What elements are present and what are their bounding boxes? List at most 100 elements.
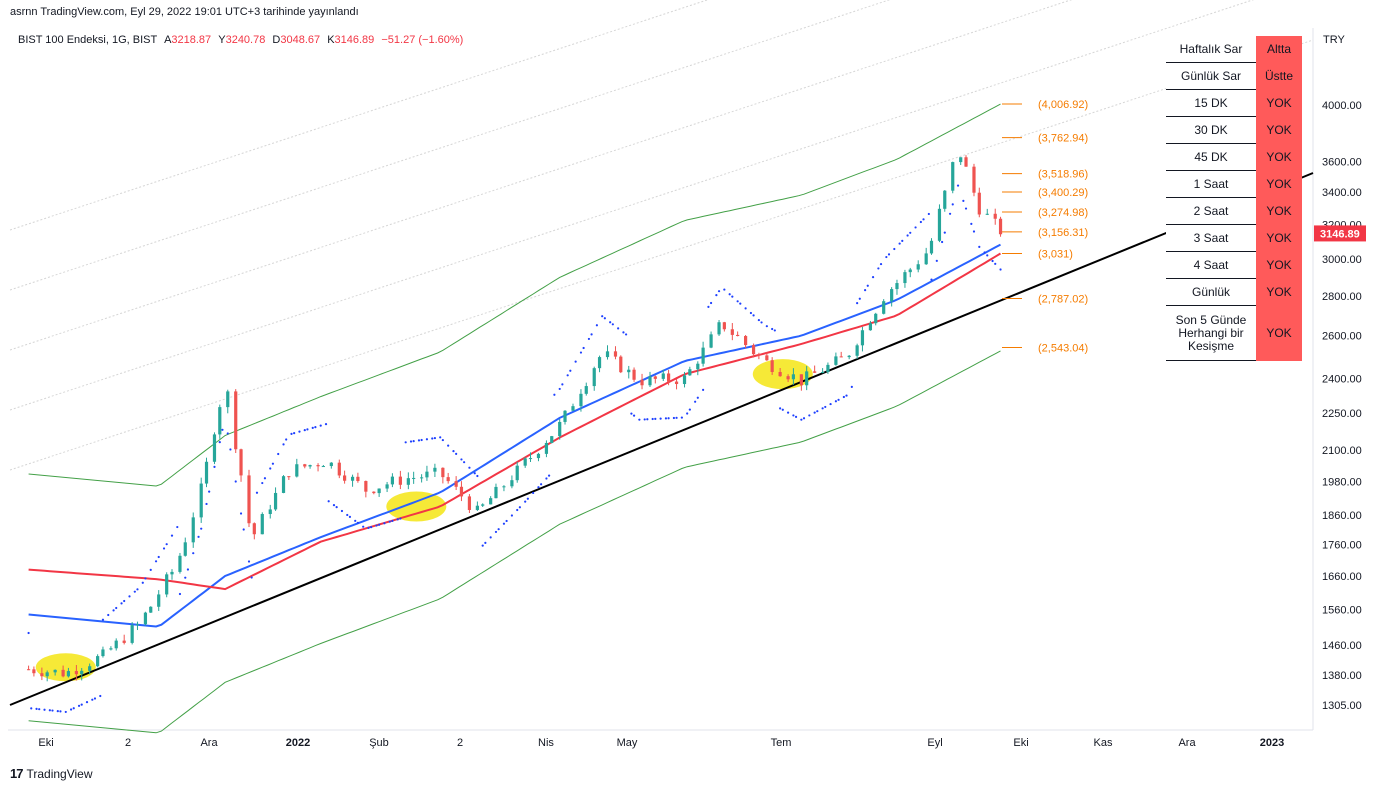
change-value: −51.27 (−1.60%) (381, 34, 464, 46)
x-tick-label: 2023 (1260, 737, 1284, 749)
sar-dot (898, 242, 901, 245)
candle-body (682, 375, 687, 385)
sar-dot (986, 254, 989, 257)
candle-body (143, 612, 148, 625)
sar-dot (829, 402, 832, 406)
candle-body (489, 498, 493, 505)
sar-dot (994, 262, 997, 265)
sar-dot (752, 314, 755, 317)
candle-body (350, 476, 355, 481)
candle-body (329, 462, 333, 467)
high-label: Y (218, 34, 226, 46)
candle-body (295, 464, 299, 477)
high-value: 3240.78 (225, 34, 266, 46)
sar-dot (404, 441, 407, 444)
candle-body (592, 368, 596, 387)
y-tick-label: 1660.00 (1322, 571, 1362, 583)
signal-value: YOK (1256, 305, 1302, 361)
sar-dot (638, 418, 641, 421)
sar-dot (452, 450, 455, 453)
candle-body (550, 436, 554, 443)
sar-dot (646, 418, 649, 421)
tradingview-logo[interactable]: 17 TradingView (10, 766, 93, 781)
candle-body (528, 458, 533, 460)
x-tick-label: May (617, 737, 638, 749)
candle-body (204, 461, 209, 484)
sar-dot (476, 474, 479, 478)
sar-dot (261, 481, 264, 485)
candle-body (74, 671, 78, 675)
y-tick-label: 2100.00 (1322, 445, 1362, 457)
x-tick-label: Eki (38, 737, 53, 749)
candle-body (406, 478, 410, 485)
sar-dot (717, 290, 721, 293)
sar-dot (707, 305, 710, 309)
symbol-name[interactable]: BIST 100 Endeksi, 1G, BIST (18, 34, 157, 46)
sar-dot (781, 408, 784, 411)
sar-dot (731, 295, 734, 298)
sar-dot (611, 323, 614, 326)
sar-dot (378, 523, 381, 526)
candle-body (441, 467, 445, 478)
sar-dot (178, 592, 182, 596)
sar-dot (837, 398, 840, 401)
candle-body (321, 466, 325, 468)
sar-dot (293, 432, 296, 435)
sar-dot (802, 417, 806, 420)
candle-body (929, 240, 934, 254)
sar-dot (354, 519, 357, 522)
sar-dot (622, 331, 625, 334)
x-tick-label: Nis (538, 737, 554, 749)
y-tick-label: 2800.00 (1322, 291, 1362, 303)
candle-body (96, 656, 100, 667)
signal-value: YOK (1256, 170, 1302, 198)
candle-body (281, 476, 286, 493)
sar-dot (271, 462, 275, 465)
candle-body (943, 190, 947, 209)
sar-dot (866, 284, 869, 287)
sar-dot (914, 226, 917, 229)
sar-dot (813, 411, 816, 414)
sar-dot (856, 302, 859, 305)
x-tick-label: Ara (200, 737, 218, 749)
sar-dot (205, 502, 208, 506)
x-tick-label: Eki (1013, 737, 1028, 749)
tradingview-logo-icon: 17 (10, 766, 24, 781)
sar-dot (170, 534, 174, 537)
symbol-legend: BIST 100 Endeksi, 1G, BIST A3218.87 Y324… (18, 34, 463, 46)
candle-body (337, 462, 341, 476)
sar-dot (38, 708, 41, 711)
candle-body (26, 669, 31, 671)
sar-dot (165, 543, 168, 546)
candle-body (502, 486, 506, 488)
channel-line (9, 0, 1073, 351)
candle-body (53, 669, 57, 673)
candle-body (701, 347, 705, 364)
sar-dot (484, 541, 487, 544)
signal-row: 1 Saat YOK (1166, 170, 1302, 198)
y-tick-label: 1380.00 (1322, 670, 1362, 682)
candle-body (903, 272, 907, 284)
sar-dot (154, 560, 158, 563)
sar-dot (537, 486, 540, 489)
sar-dot (43, 708, 46, 711)
candle-body (696, 363, 700, 370)
sar-dot (269, 467, 272, 470)
sar-dot (749, 311, 753, 315)
sar-dot (72, 707, 75, 710)
published-line: asrnn TradingView.com, Eyl 29, 2022 19:0… (10, 6, 359, 18)
sar-dot (991, 259, 994, 263)
signal-label: Günlük Sar (1166, 62, 1256, 90)
sar-dot (941, 240, 944, 244)
y-tick-label: 3000.00 (1322, 254, 1362, 266)
sar-dot (460, 458, 463, 461)
sar-dot (494, 530, 498, 534)
sar-dot (962, 199, 965, 202)
sar-dot (547, 474, 551, 477)
lower-envelope-line (28, 350, 1001, 734)
sar-dot (463, 461, 466, 464)
sar-dot (771, 327, 774, 331)
sar-dot (609, 321, 612, 324)
candle-body (239, 449, 243, 476)
